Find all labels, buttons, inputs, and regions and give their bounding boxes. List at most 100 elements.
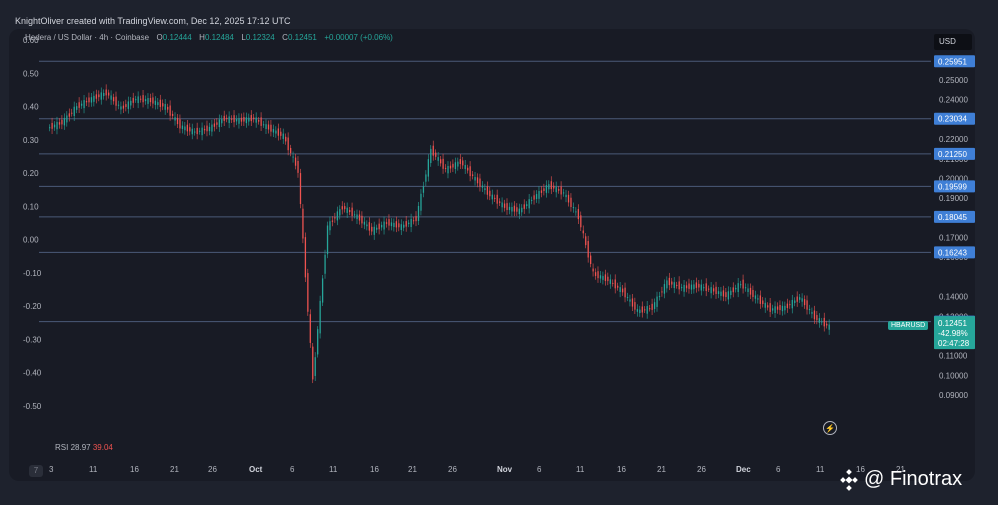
candle-body [545, 185, 548, 193]
candle-body [720, 291, 722, 296]
candle-body [823, 317, 825, 327]
candle-body [511, 207, 513, 212]
candle-body [157, 102, 159, 106]
candle-body [349, 210, 351, 213]
candle-body [521, 207, 523, 213]
candle-body [334, 217, 336, 219]
rsi-value-2: 39.04 [92, 443, 113, 452]
candle-body [464, 165, 466, 169]
x-axis-tick: Oct [249, 465, 263, 474]
chart-frame[interactable]: 0.60 0.50 0.40 0.30 0.20 0.10 0.00 -0.10 -0.20 -0… [9, 29, 975, 481]
candle-body [245, 117, 248, 124]
candle-body [523, 204, 525, 209]
candle-body [585, 236, 587, 246]
legend-open: 0.12444 [162, 33, 192, 42]
candle-body [535, 194, 538, 200]
price-tag-price: 0.12451 [938, 319, 967, 328]
candle-body [417, 205, 420, 221]
right-axis-tick: 0.19000 [939, 194, 968, 203]
candle-body [201, 127, 203, 136]
candle-body [243, 116, 245, 122]
candle-body [604, 274, 607, 281]
candle-body [577, 209, 580, 220]
candle-body [651, 303, 653, 310]
candle-body [63, 117, 66, 126]
candle-body [612, 282, 614, 284]
candle-body [218, 119, 220, 128]
flash-icon[interactable]: ⚡ [823, 421, 837, 435]
left-axis-tick: -0.30 [23, 335, 42, 344]
candle-body [410, 218, 412, 228]
candle-body [558, 189, 560, 191]
candle-body [105, 89, 107, 96]
candle-body [280, 131, 282, 136]
candle-body [174, 117, 176, 121]
candle-body [304, 237, 307, 278]
candle-body [272, 129, 275, 133]
legend-high-key: H [199, 33, 205, 42]
chart-canvas[interactable]: 0.60 0.50 0.40 0.30 0.20 0.10 0.00 -0.10 -0.20 -0… [9, 29, 975, 481]
candle-body [154, 100, 157, 105]
x-axis-tick: 3 [49, 465, 54, 474]
level-label-bg [934, 112, 975, 125]
candle-body [567, 194, 570, 203]
candle-body [85, 101, 88, 103]
candle-body [479, 178, 481, 187]
right-axis-tick: 0.17000 [939, 234, 968, 243]
candle-body [543, 188, 545, 192]
price-tag-change: -42.98% [938, 329, 968, 338]
candle-body [230, 118, 233, 120]
candle-body [228, 116, 230, 124]
tradingview-logo-icon[interactable]: 7 [29, 465, 43, 477]
candle-body [196, 127, 198, 135]
candle-body [415, 216, 417, 222]
candle-body [459, 159, 461, 165]
candle-body [656, 296, 658, 307]
right-axis-tick: 0.24000 [939, 96, 968, 105]
level-label: 0.19599 [938, 182, 967, 191]
candle-body [120, 106, 122, 110]
candle-body [405, 221, 407, 227]
candle-body [730, 290, 732, 296]
candle-body [88, 97, 90, 103]
candle-body [49, 127, 51, 129]
candle-body [223, 115, 225, 121]
candle-body [270, 124, 272, 132]
candle-body [368, 222, 370, 231]
candle-body [467, 167, 469, 171]
currency-button[interactable]: USD [934, 34, 972, 50]
candle-body [695, 282, 698, 288]
candle-body [73, 106, 75, 116]
candle-body [233, 115, 235, 123]
candle-body [562, 192, 565, 194]
candle-body [208, 126, 211, 132]
candle-body [811, 312, 813, 314]
candle-body [781, 305, 784, 312]
candle-body [690, 284, 693, 290]
candle-body [403, 224, 405, 228]
candle-body [299, 173, 302, 205]
candle-body [764, 302, 766, 308]
candle-body [400, 224, 402, 231]
candle-body [533, 195, 535, 200]
candle-body [794, 300, 796, 303]
candle-body [653, 302, 656, 309]
candle-body [548, 184, 550, 190]
candle-body [312, 346, 314, 380]
candle-body [422, 186, 425, 193]
candle-body [351, 207, 353, 217]
legend-open-key: O [156, 33, 163, 42]
candle-body [444, 167, 447, 169]
right-axis-tick: 0.22000 [939, 135, 968, 144]
candle-body [127, 101, 129, 109]
candle-body [408, 222, 410, 225]
candle-body [302, 208, 304, 239]
candle-body [491, 194, 493, 200]
candle-body [238, 118, 240, 124]
candle-body [462, 160, 464, 166]
candle-body [469, 166, 471, 177]
candle-body [135, 99, 137, 101]
candle-body [144, 99, 147, 102]
candle-body [125, 104, 127, 107]
candle-body [221, 119, 223, 124]
